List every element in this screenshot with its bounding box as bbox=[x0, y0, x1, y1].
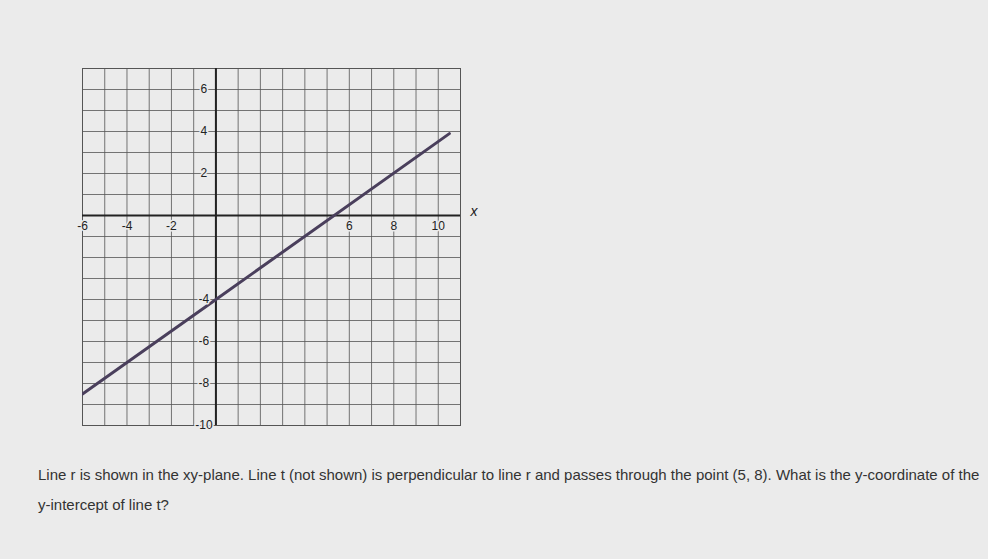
svg-text:-6: -6 bbox=[199, 334, 210, 348]
svg-text:-4: -4 bbox=[199, 292, 210, 306]
svg-text:-8: -8 bbox=[199, 376, 210, 390]
html-text:Line r is shown in the xy-plan: Line r is shown in the xy-plane. Line t … bbox=[38, 466, 980, 513]
svg-text:10: 10 bbox=[432, 219, 446, 233]
svg-text:-2: -2 bbox=[166, 219, 177, 233]
svg-text:6: 6 bbox=[201, 82, 208, 96]
svg-text:-10: -10 bbox=[195, 418, 213, 432]
svg-text:-6: -6 bbox=[77, 219, 88, 233]
svg-text:8: 8 bbox=[390, 219, 397, 233]
svg-text:-4: -4 bbox=[122, 219, 133, 233]
svg-text:4: 4 bbox=[201, 124, 208, 138]
svg-text:6: 6 bbox=[346, 219, 353, 233]
svg-text:x: x bbox=[470, 203, 479, 219]
svg-text:2: 2 bbox=[201, 166, 208, 180]
